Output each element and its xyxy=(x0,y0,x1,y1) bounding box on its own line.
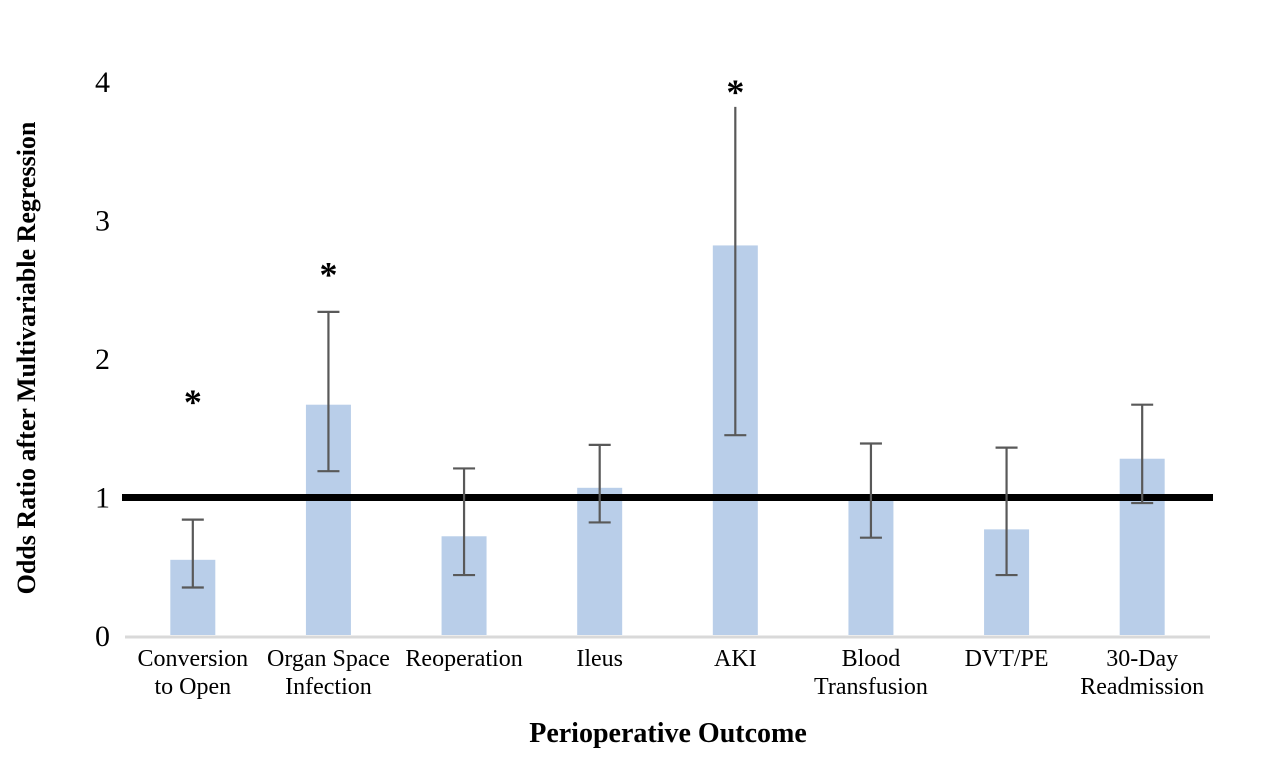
x-category-label-line: Readmission xyxy=(1080,674,1204,700)
error-bar-conversion-to-open xyxy=(181,518,204,589)
error-bar-blood-transfusion xyxy=(859,442,882,539)
y-tick-label-2: 2 xyxy=(95,343,110,376)
y-tick-label-4: 4 xyxy=(95,66,110,99)
x-category-label-line: Ileus xyxy=(576,646,623,672)
x-category-label-blood-transfusion: Blood Transfusion xyxy=(814,646,928,700)
y-axis-title: Odds Ratio after Multivariable Regressio… xyxy=(12,121,41,595)
error-bar-dvt-pe xyxy=(995,446,1018,577)
x-category-label-dvt-pe: DVT/PE xyxy=(965,646,1049,672)
error-bar-ileus xyxy=(588,443,611,524)
x-category-label-line: AKI xyxy=(714,646,757,672)
error-bar-organ-space-infection xyxy=(317,310,340,473)
error-bar-aki xyxy=(724,106,747,437)
y-tick-label-0: 0 xyxy=(95,620,110,653)
x-category-label-line: Reoperation xyxy=(405,646,522,672)
x-category-label-ileus: Ileus xyxy=(576,646,623,672)
y-tick-label-3: 3 xyxy=(95,205,110,238)
error-bar-30-day-readmission xyxy=(1131,403,1154,505)
x-category-label-line: Blood xyxy=(842,646,901,672)
significance-star-organ-space-infection: * xyxy=(319,255,337,295)
significance-star-conversion-to-open: * xyxy=(184,382,202,422)
x-category-label-line: to Open xyxy=(154,674,231,700)
y-tick-label-1: 1 xyxy=(95,482,110,515)
x-category-label-line: Organ Space xyxy=(267,646,390,672)
x-category-label-line: Conversion xyxy=(137,646,248,672)
x-category-label-reoperation: Reoperation xyxy=(405,646,522,672)
x-axis-title: Perioperative Outcome xyxy=(529,718,807,749)
x-category-label-line: Infection xyxy=(285,674,372,700)
x-category-label-conversion-to-open: Conversion to Open xyxy=(137,646,248,700)
x-category-label-line: 30-Day xyxy=(1106,646,1178,672)
x-category-label-line: Transfusion xyxy=(814,674,928,700)
significance-star-aki: * xyxy=(726,72,744,112)
x-category-label-30-day-readmission: 30-Day Readmission xyxy=(1080,646,1204,700)
error-bar-reoperation xyxy=(453,467,476,577)
x-category-label-line: DVT/PE xyxy=(965,646,1049,672)
x-category-label-organ-space-infection: Organ Space Infection xyxy=(267,646,390,700)
x-category-label-aki: AKI xyxy=(714,646,757,672)
